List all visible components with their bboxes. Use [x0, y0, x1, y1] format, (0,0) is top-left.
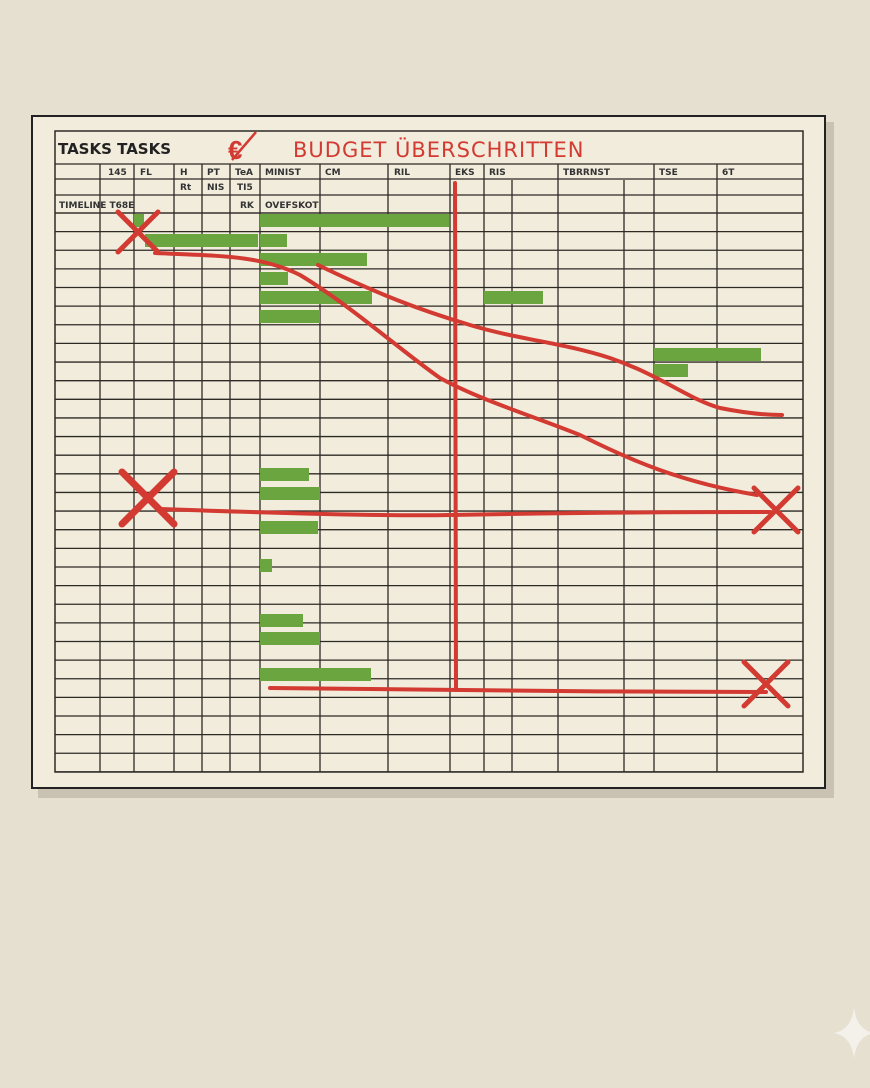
task-bar — [260, 253, 367, 266]
column-header: TSE — [659, 168, 678, 178]
budget-line — [268, 686, 768, 694]
euro-strike — [231, 131, 257, 161]
column-header: TeA — [235, 168, 253, 178]
board-frame — [31, 115, 826, 789]
task-bar — [654, 364, 688, 377]
x-mark-icon — [751, 485, 801, 535]
column-header: CM — [325, 168, 341, 178]
alert-title: BUDGET ÜBERSCHRITTEN — [293, 137, 584, 162]
overrun-curve — [153, 251, 759, 497]
euro-crossed-icon: € — [228, 135, 242, 165]
task-bar — [260, 559, 272, 572]
task-bar — [260, 632, 320, 645]
red-annotations — [115, 181, 801, 709]
column-header: RIS — [489, 168, 506, 178]
x-mark-icon — [741, 659, 791, 709]
x-mark-icon — [118, 468, 178, 528]
column-header: PT — [207, 168, 221, 178]
task-bar — [260, 291, 372, 304]
column-subheader: TI5 — [237, 183, 253, 193]
task-bar — [260, 310, 320, 323]
column-header: 6T — [722, 168, 735, 178]
task-bar — [145, 234, 258, 247]
column-header: H — [180, 168, 188, 178]
task-bar — [260, 614, 303, 627]
column-header: 145 — [108, 168, 127, 178]
column-header: MINIST — [265, 168, 302, 178]
task-bar — [484, 291, 543, 304]
column-header: EKS — [455, 168, 475, 178]
x-mark-icon — [115, 209, 161, 255]
row-label: RK — [240, 201, 255, 211]
sparkle-icon — [834, 1008, 870, 1058]
task-bar — [260, 487, 320, 500]
task-bar — [654, 348, 761, 361]
deadline-line — [453, 181, 458, 692]
overrun-curve — [316, 263, 784, 417]
task-bar — [260, 214, 449, 227]
timeline-label: TIMELINE T68E — [59, 201, 134, 211]
row-label: OVEFSKOT — [265, 201, 319, 211]
task-bar — [260, 668, 371, 681]
board-title: TASKS TASKS — [58, 140, 171, 158]
column-subheader: NIS — [207, 183, 224, 193]
task-bars — [134, 214, 761, 681]
task-bar — [260, 468, 309, 481]
column-subheader: Rt — [180, 183, 192, 193]
task-bar — [260, 234, 287, 247]
column-header: FL — [140, 168, 152, 178]
column-header: TBRRNST — [563, 168, 611, 178]
column-header: RIL — [394, 168, 410, 178]
task-bar — [260, 521, 318, 534]
budget-line — [158, 507, 772, 518]
task-bar — [260, 272, 288, 285]
task-bar — [134, 214, 144, 227]
